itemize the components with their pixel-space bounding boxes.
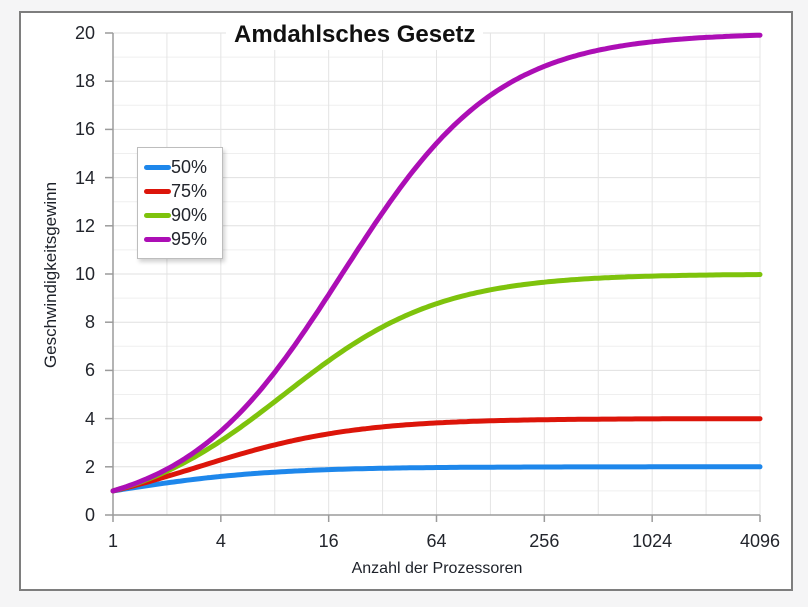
chart-title: Amdahlsches Gesetz	[226, 20, 484, 50]
y-tick-label: 6	[84, 360, 95, 381]
x-tick-label: 1024	[632, 531, 673, 551]
y-tick-label: 12	[74, 215, 95, 236]
legend-label-95: 95%	[171, 229, 208, 249]
legend-item-90: 90%	[144, 203, 216, 227]
legend: 50% 75% 90% 95%	[137, 147, 223, 259]
legend-label-90: 90%	[171, 205, 208, 225]
x-tick-label: 16	[318, 531, 339, 551]
y-tick-label: 4	[84, 408, 95, 429]
x-axis-title: Anzahl der Prozessoren	[351, 560, 523, 577]
x-tick-label: 4096	[739, 531, 781, 551]
legend-item-50: 50%	[144, 155, 216, 179]
chart-frame	[19, 11, 793, 591]
y-tick-label: 8	[84, 312, 95, 333]
legend-label-75: 75%	[171, 181, 208, 201]
legend-swatch-75	[144, 188, 171, 194]
y-tick-label: 20	[74, 23, 95, 43]
y-tick-label: 14	[74, 167, 95, 188]
y-tick-label: 10	[74, 264, 95, 284]
x-tick-label: 4	[215, 531, 226, 551]
legend-swatch-90	[144, 212, 171, 218]
y-tick-label: 0	[84, 505, 95, 525]
x-tick-label: 256	[529, 531, 560, 551]
x-tick-label: 1	[107, 531, 118, 551]
legend-swatch-95	[144, 236, 171, 242]
legend-label-50: 50%	[171, 157, 208, 177]
y-tick-label: 18	[74, 71, 95, 92]
legend-item-95: 95%	[144, 227, 216, 251]
legend-item-75: 75%	[144, 179, 216, 203]
y-tick-label: 2	[84, 456, 95, 477]
x-tick-label: 64	[426, 531, 447, 551]
legend-swatch-50	[144, 164, 171, 170]
y-tick-label: 16	[74, 119, 95, 140]
